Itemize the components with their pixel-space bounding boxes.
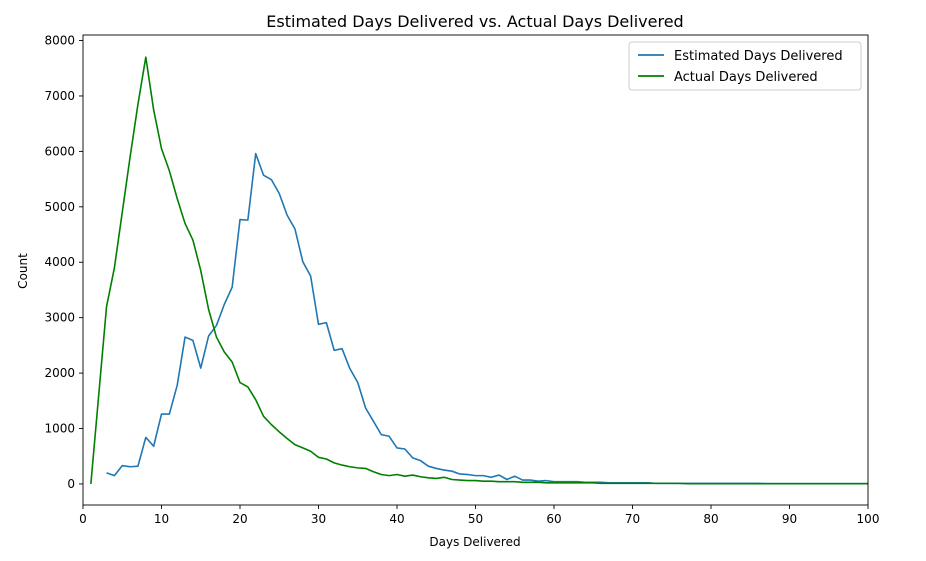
- x-tick-label: 20: [232, 512, 247, 526]
- x-tick-label: 30: [311, 512, 326, 526]
- plot-area: [82, 34, 869, 506]
- x-tick-label: 70: [625, 512, 640, 526]
- y-tick-label: 0: [67, 477, 75, 491]
- series-line-actual: [90, 56, 868, 485]
- x-tick-label: 90: [782, 512, 797, 526]
- y-tick-label: 4000: [44, 255, 75, 269]
- y-tick-label: 7000: [44, 89, 75, 103]
- y-axis-label: Count: [16, 253, 30, 289]
- y-tick-label: 2000: [44, 366, 75, 380]
- x-tick-label: 80: [703, 512, 718, 526]
- legend-label: Estimated Days Delivered: [674, 49, 843, 64]
- chart-title: Estimated Days Delivered vs. Actual Days…: [266, 12, 683, 31]
- series-line-estimated: [106, 152, 868, 485]
- x-tick-label: 40: [389, 512, 404, 526]
- y-tick-label: 5000: [44, 200, 75, 214]
- y-tick-label: 3000: [44, 311, 75, 325]
- legend-box: [628, 41, 862, 91]
- x-tick-label: 0: [79, 512, 87, 526]
- x-axis-label: Days Delivered: [429, 535, 520, 549]
- y-tick-label: 1000: [44, 422, 75, 436]
- y-axis: 0 1000 2000 3000 4000 5000 6000 7000 8000: [44, 34, 83, 491]
- x-tick-label: 60: [546, 512, 561, 526]
- legend-label: Actual Days Delivered: [674, 70, 818, 85]
- y-tick-label: 6000: [44, 144, 75, 158]
- x-tick-label: 10: [154, 512, 169, 526]
- x-axis: 0 10 20 30 40 50 60 70 80 90 100: [79, 505, 879, 526]
- x-tick-label: 100: [857, 512, 880, 526]
- legend: Estimated Days Delivered Actual Days Deli…: [628, 41, 862, 91]
- x-tick-label: 50: [468, 512, 483, 526]
- y-tick-label: 8000: [44, 34, 75, 48]
